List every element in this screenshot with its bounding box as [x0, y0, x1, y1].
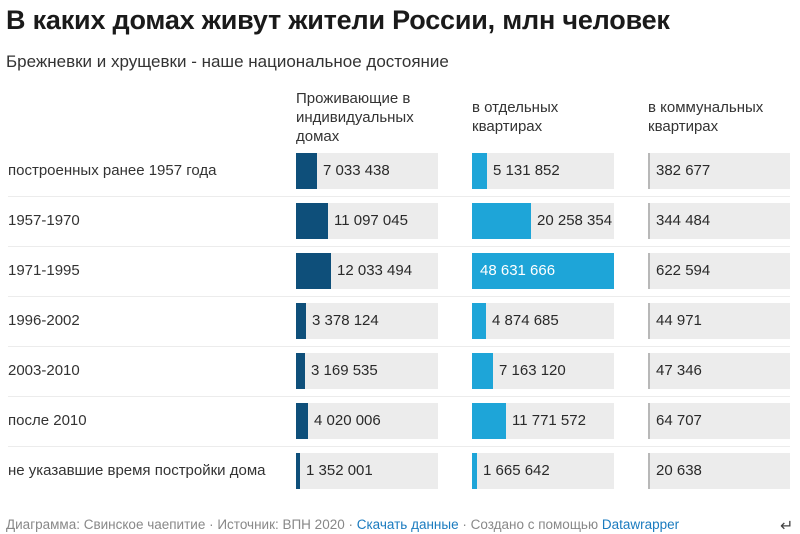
arrow-left-icon[interactable]: ↵ [780, 518, 794, 534]
footer-source: Источник: ВПН 2020 [217, 517, 345, 532]
bar [296, 453, 300, 489]
bar [472, 453, 477, 489]
column-header-communal: в коммунальных квартирах [648, 99, 764, 135]
table-cell: 4 020 006 [296, 403, 438, 439]
bar [296, 403, 308, 439]
table-cell: 3 169 535 [296, 353, 438, 389]
bar [472, 403, 506, 439]
footer-separator: · [458, 517, 471, 532]
row-divider [8, 196, 790, 197]
bar [472, 153, 487, 189]
value-label: 20 258 354 [537, 212, 613, 229]
value-label: 11 771 572 [512, 412, 586, 429]
footer-chart-by: Диаграмма: Свинское чаепитие [6, 517, 206, 532]
row-divider [8, 446, 790, 447]
row-divider [8, 346, 790, 347]
value-label: 64 707 [656, 412, 702, 429]
value-label: 11 097 045 [334, 212, 408, 229]
value-label: 7 033 438 [323, 162, 390, 179]
value-label: 3 169 535 [311, 362, 378, 379]
footer: Диаграмма: Свинское чаепитие · Источник:… [6, 517, 679, 532]
table-cell: 20 258 354 [472, 203, 614, 239]
value-label: 12 033 494 [337, 262, 413, 279]
chart-title: В каких домах живут жители России, млн ч… [6, 5, 670, 35]
table-cell: 622 594 [648, 253, 790, 289]
table-cell: 7 033 438 [296, 153, 438, 189]
bar [648, 253, 650, 289]
value-label: 44 971 [656, 312, 702, 329]
table-cell: 7 163 120 [472, 353, 614, 389]
value-label: 48 631 666 [480, 262, 556, 279]
value-label: 382 677 [656, 162, 711, 179]
row-label: не указавшие время постройки дома [8, 462, 266, 479]
row-label: после 2010 [8, 412, 87, 429]
bar [472, 303, 486, 339]
bar [648, 453, 650, 489]
value-label: 4 874 685 [492, 312, 559, 329]
footer-separator: · [205, 517, 218, 532]
bar [648, 153, 650, 189]
table-cell: 64 707 [648, 403, 790, 439]
row-divider [8, 296, 790, 297]
download-data-link[interactable]: Скачать данные [356, 517, 459, 532]
bar [296, 303, 306, 339]
bar [472, 203, 531, 239]
value-label: 4 020 006 [314, 412, 381, 429]
bar [648, 303, 650, 339]
table-cell: 11 771 572 [472, 403, 614, 439]
value-label: 7 163 120 [499, 362, 566, 379]
footer-made-with: Создано с помощью [470, 517, 602, 532]
row-label: 1996-2002 [8, 312, 80, 329]
bar [296, 353, 305, 389]
row-label: 1971-1995 [8, 262, 80, 279]
bar [648, 353, 650, 389]
bar [296, 203, 328, 239]
table-cell: 44 971 [648, 303, 790, 339]
column-header-individual: Проживающие в индивидуальных домах [296, 90, 414, 145]
value-label: 20 638 [656, 462, 702, 479]
column-header-separate: в отдельных квартирах [472, 99, 559, 135]
table-cell: 11 097 045 [296, 203, 438, 239]
row-divider [8, 246, 790, 247]
row-label: 1957-1970 [8, 212, 80, 229]
table-cell: 12 033 494 [296, 253, 438, 289]
table-cell: 20 638 [648, 453, 790, 489]
table-cell: 1 352 001 [296, 453, 438, 489]
row-label: 2003-2010 [8, 362, 80, 379]
bar [296, 153, 317, 189]
value-label: 47 346 [656, 362, 702, 379]
bar [648, 403, 650, 439]
bar [472, 253, 614, 289]
table-cell: 4 874 685 [472, 303, 614, 339]
chart-subtitle: Брежневки и хрущевки - наше национальное… [6, 52, 449, 71]
value-label: 3 378 124 [312, 312, 379, 329]
bar [296, 253, 331, 289]
table-cell: 1 665 642 [472, 453, 614, 489]
bar [648, 203, 650, 239]
row-label: построенных ранее 1957 года [8, 162, 217, 179]
footer-separator: · [344, 517, 357, 532]
table-cell: 344 484 [648, 203, 790, 239]
table-cell: 5 131 852 [472, 153, 614, 189]
table-cell: 3 378 124 [296, 303, 438, 339]
value-label: 622 594 [656, 262, 711, 279]
table-cell: 382 677 [648, 153, 790, 189]
datawrapper-link[interactable]: Datawrapper [601, 517, 680, 532]
row-divider [8, 396, 790, 397]
value-label: 344 484 [656, 212, 711, 229]
value-label: 1 352 001 [306, 462, 373, 479]
table-cell: 47 346 [648, 353, 790, 389]
table-cell: 48 631 666 [472, 253, 614, 289]
bar [472, 353, 493, 389]
value-label: 5 131 852 [493, 162, 560, 179]
value-label: 1 665 642 [483, 462, 550, 479]
